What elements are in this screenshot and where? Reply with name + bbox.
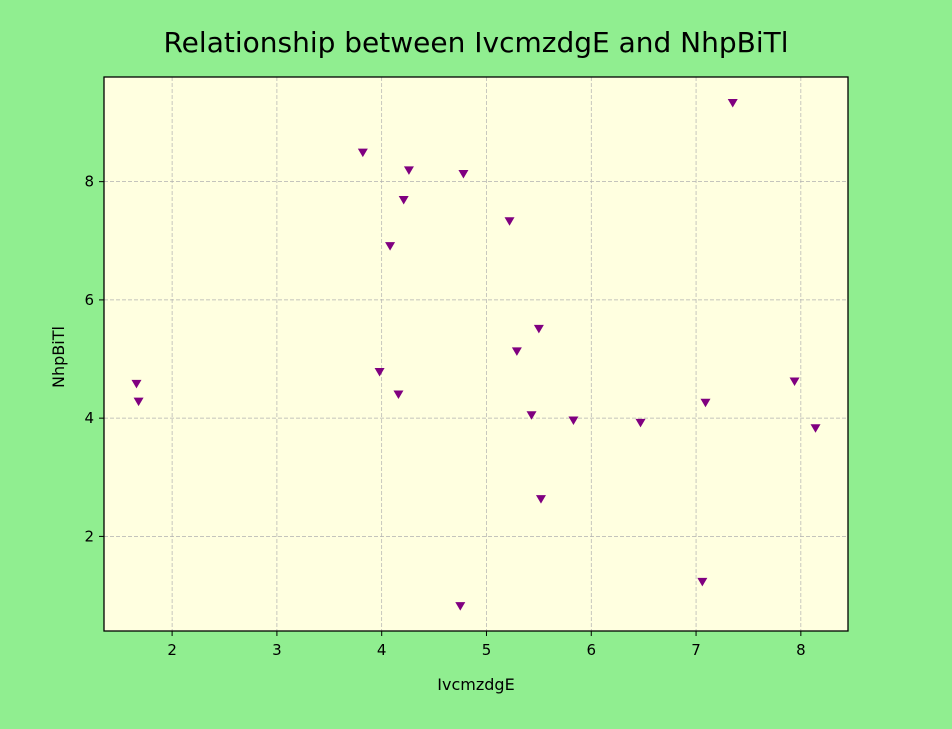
data-point [533, 324, 544, 334]
x-tick-label: 4 [377, 641, 387, 659]
x-tick-label: 2 [167, 641, 177, 659]
x-tick-label: 7 [691, 641, 701, 659]
data-point [789, 377, 800, 386]
x-tick-label: 5 [482, 641, 492, 659]
data-point [455, 602, 466, 611]
x-tick-label: 8 [796, 641, 806, 659]
y-tick-label: 4 [84, 409, 94, 427]
grid-lines [104, 77, 848, 631]
data-point [526, 411, 537, 420]
data-point [700, 398, 711, 408]
x-tick-label: 3 [272, 641, 282, 659]
data-point [810, 424, 821, 433]
data-point [131, 379, 142, 389]
data-points [131, 99, 821, 611]
data-point [133, 397, 144, 407]
data-point [458, 169, 469, 179]
y-tick-label: 8 [84, 173, 94, 191]
data-point [635, 418, 646, 428]
axis-ticks: 2 3 4 5 6 7 8 2 4 6 8 [84, 173, 805, 659]
chart-title: Relationship between IvcmzdgE and NhpBiT… [163, 26, 788, 59]
data-point [697, 577, 708, 587]
plot-border [103, 76, 849, 632]
data-point [374, 368, 385, 377]
data-point [398, 195, 409, 205]
plot-area [104, 77, 848, 631]
data-point [357, 148, 368, 158]
y-tick-label: 6 [84, 291, 94, 309]
data-point [727, 99, 738, 108]
data-point [393, 390, 404, 400]
data-point [511, 347, 522, 356]
data-point [504, 217, 515, 226]
x-tick-label: 6 [586, 641, 596, 659]
data-point [568, 416, 579, 426]
y-axis-label: NhpBiTl [49, 326, 68, 388]
data-point [535, 495, 546, 504]
data-point [403, 166, 414, 175]
data-point [385, 242, 396, 251]
y-tick-label: 2 [84, 527, 94, 545]
x-axis-label: IvcmzdgE [437, 675, 514, 694]
